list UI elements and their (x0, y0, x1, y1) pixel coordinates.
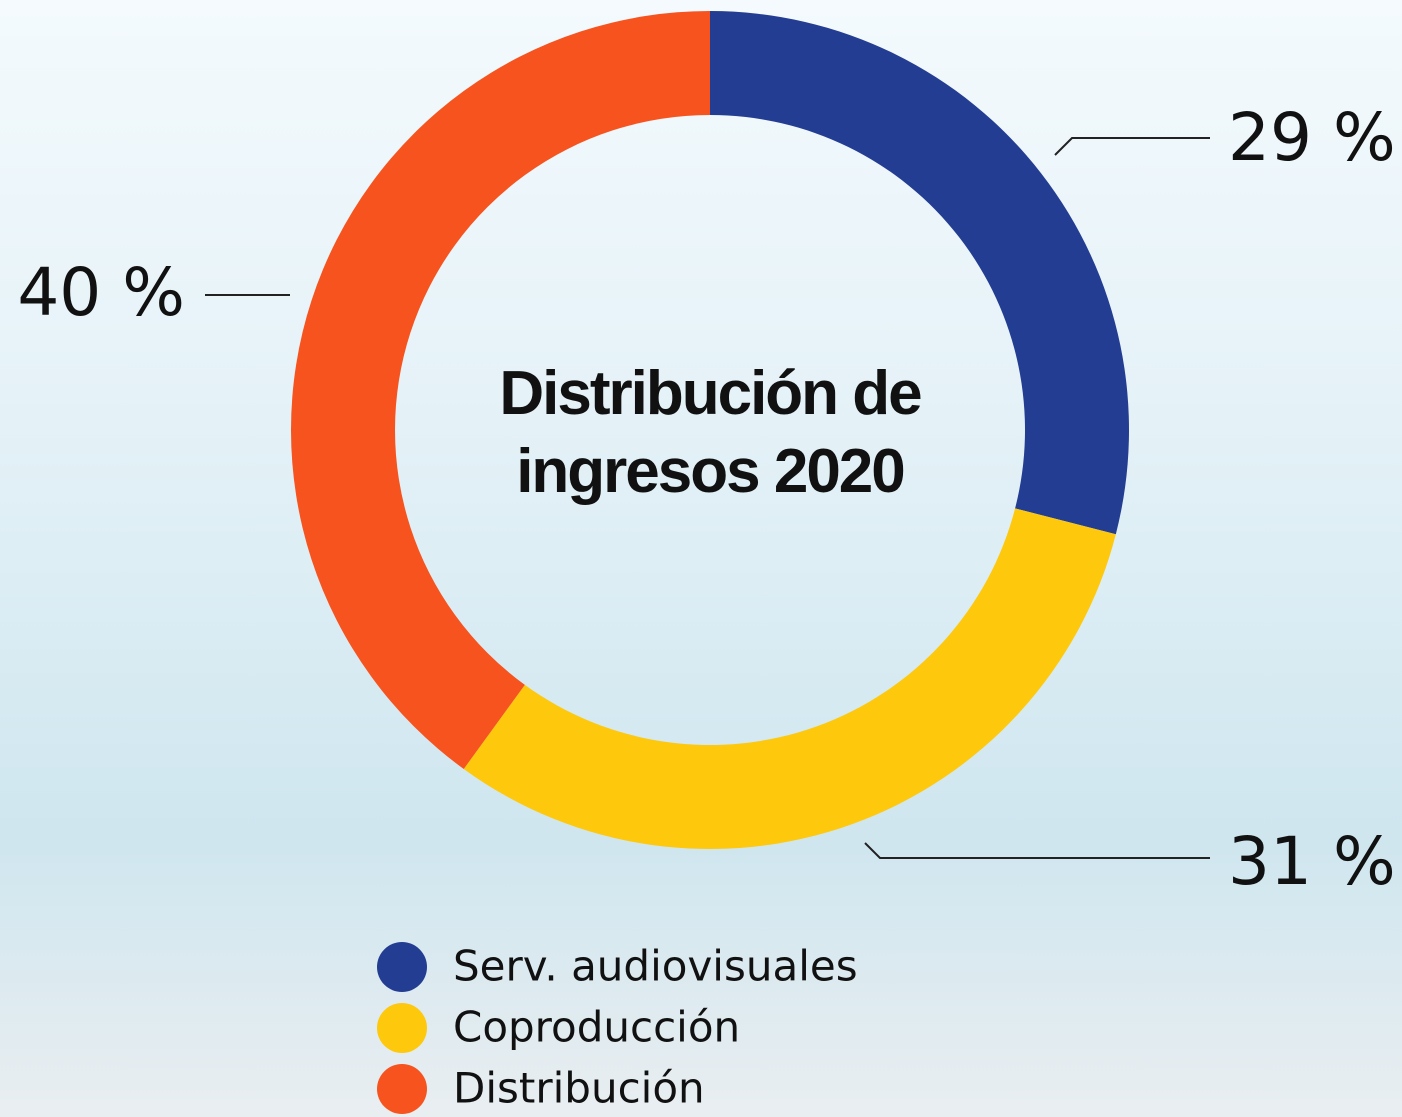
value-label: 40 % (17, 254, 185, 331)
legend-swatch (377, 1003, 427, 1053)
legend-label: Serv. audiovisuales (453, 942, 858, 991)
value-label: 29 % (1228, 99, 1396, 176)
legend-swatch (377, 942, 427, 992)
donut-segment (463, 508, 1116, 849)
legend-swatch (377, 1064, 427, 1114)
legend-label: Distribución (453, 1064, 705, 1113)
legend-label: Coproducción (453, 1003, 740, 1052)
donut-segment (710, 11, 1129, 535)
leader-line (864, 842, 1210, 859)
chart-title: Distribución de ingresos 2020 (499, 359, 922, 506)
leader-line (1054, 137, 1210, 156)
value-label: 31 % (1228, 823, 1396, 900)
donut-segment (290, 11, 710, 769)
